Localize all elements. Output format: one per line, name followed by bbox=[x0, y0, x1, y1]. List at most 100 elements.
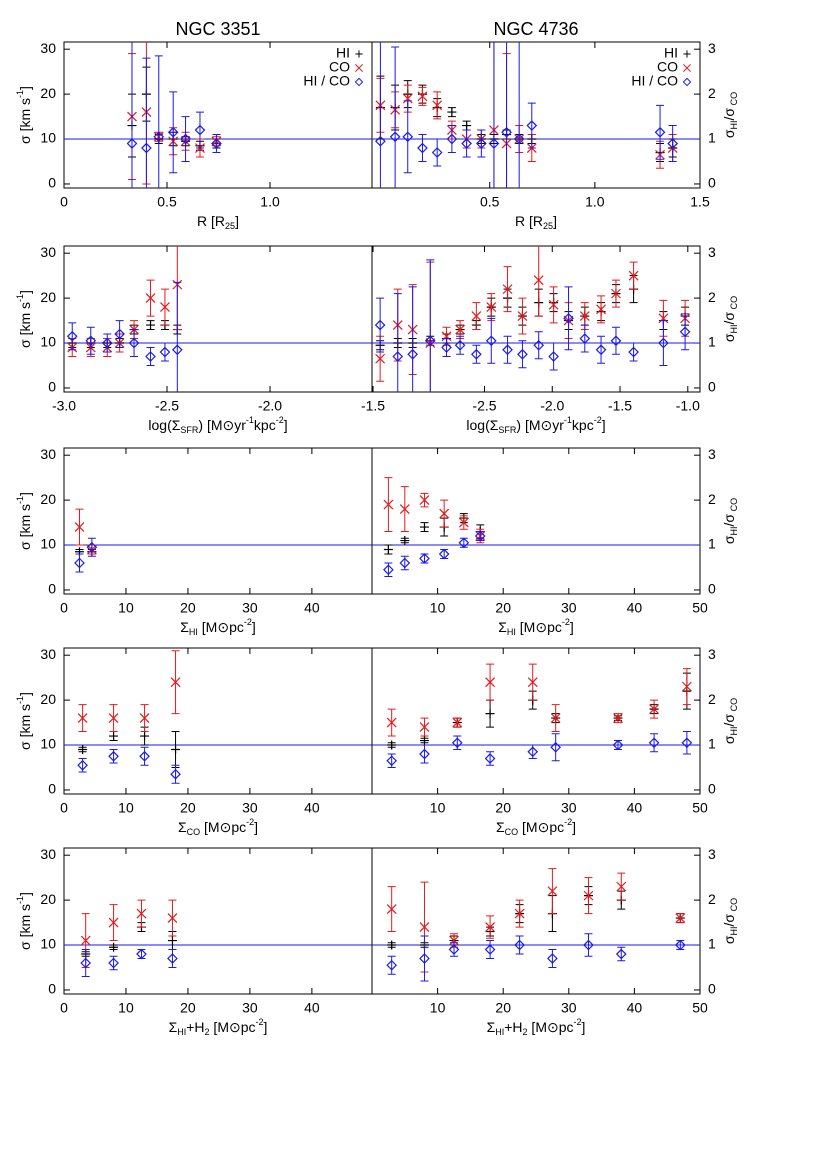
y-tick-label: 30 bbox=[40, 446, 56, 462]
label-part: R [R bbox=[197, 213, 225, 229]
error-bar bbox=[527, 102, 536, 149]
label-part: ) [M⊙yr bbox=[198, 417, 246, 433]
error-bar bbox=[456, 335, 465, 355]
point bbox=[159, 346, 171, 358]
point bbox=[85, 335, 97, 347]
point bbox=[167, 126, 179, 138]
label-part: HI bbox=[189, 627, 198, 637]
x-tick-label: -2.5 bbox=[472, 398, 496, 414]
error-bar bbox=[195, 111, 204, 149]
x-tick-label: 50 bbox=[692, 800, 708, 816]
label-part: /σ bbox=[721, 312, 737, 325]
point bbox=[419, 553, 430, 564]
data-points bbox=[77, 650, 181, 784]
x-axis-label: log(ΣSFR) [M⊙yr-1kpc-2] bbox=[466, 415, 605, 435]
x-tick-label: 10 bbox=[430, 600, 446, 616]
error-bar bbox=[403, 100, 412, 174]
point bbox=[387, 940, 397, 950]
point bbox=[171, 745, 181, 755]
error-bar bbox=[515, 935, 524, 955]
error-bar bbox=[393, 293, 402, 392]
y-axis-label: σ [km s-1] bbox=[15, 892, 32, 950]
point bbox=[386, 959, 398, 971]
point bbox=[474, 530, 486, 542]
point bbox=[386, 755, 398, 767]
point bbox=[109, 731, 119, 741]
point bbox=[612, 739, 624, 751]
label-part: -2 bbox=[594, 415, 602, 425]
error-bar bbox=[493, 42, 495, 188]
error-bar bbox=[212, 134, 221, 154]
error-bar bbox=[137, 949, 146, 960]
error-bar bbox=[75, 553, 84, 573]
x-tick-label: -2.0 bbox=[540, 398, 564, 414]
label-part: -2 bbox=[244, 617, 252, 627]
label-part: CO bbox=[187, 827, 201, 837]
x-tick-label: 0 bbox=[60, 600, 68, 616]
y-tick-label: 10 bbox=[40, 334, 56, 350]
label-part: -1 bbox=[564, 415, 572, 425]
label-part: /σ bbox=[721, 108, 737, 121]
plot-frame bbox=[371, 647, 701, 795]
x-tick-label: 30 bbox=[242, 1000, 258, 1016]
error-bar bbox=[440, 549, 449, 560]
label-part: σ bbox=[721, 535, 737, 544]
point bbox=[392, 351, 404, 362]
point bbox=[74, 557, 85, 569]
error-bar bbox=[391, 46, 400, 188]
point bbox=[475, 138, 487, 149]
error-bar bbox=[503, 335, 512, 364]
point bbox=[407, 348, 419, 360]
legend-label: HI bbox=[336, 45, 350, 61]
x-tick-label: 20 bbox=[495, 800, 511, 816]
point bbox=[108, 917, 119, 928]
point bbox=[424, 335, 436, 347]
label-part: CO bbox=[505, 827, 519, 837]
y2-tick-label: 3 bbox=[708, 446, 716, 462]
error-bar bbox=[551, 733, 560, 762]
error-bar bbox=[160, 342, 169, 362]
legend-label: CO bbox=[657, 59, 678, 75]
x-axis-label: ΣHI+H2 [M⊙pc-2] bbox=[169, 1017, 268, 1037]
y2-tick-label: 2 bbox=[708, 691, 716, 707]
x-tick-label: 40 bbox=[304, 1000, 320, 1016]
error-bar bbox=[420, 553, 429, 564]
point bbox=[527, 677, 538, 688]
error-bar bbox=[564, 286, 573, 351]
point bbox=[447, 107, 457, 117]
y2-tick-label: 2 bbox=[708, 891, 716, 907]
x-tick-label: 1.0 bbox=[260, 194, 280, 210]
x-axis-label: ΣHI+H2 [M⊙pc-2] bbox=[487, 1017, 586, 1037]
error-bar bbox=[462, 129, 471, 158]
error-bar bbox=[81, 949, 90, 977]
point bbox=[383, 499, 394, 510]
data-points bbox=[74, 508, 98, 573]
label-part: HI bbox=[507, 627, 516, 637]
y-tick-label: 10 bbox=[40, 936, 56, 952]
point bbox=[153, 131, 165, 143]
point bbox=[146, 320, 156, 330]
label-part: σ [km s bbox=[17, 98, 33, 144]
point bbox=[471, 348, 482, 360]
label-part: log(Σ bbox=[466, 417, 498, 433]
point bbox=[462, 121, 472, 131]
point bbox=[374, 319, 386, 331]
error-bar bbox=[387, 955, 396, 975]
error-bar bbox=[659, 320, 668, 366]
point bbox=[419, 922, 430, 932]
x-tick-label: 1.5 bbox=[690, 194, 710, 210]
point bbox=[548, 299, 559, 310]
y-tick-label: 10 bbox=[40, 536, 56, 552]
label-part: kpc bbox=[572, 417, 594, 433]
legend-marker bbox=[354, 77, 364, 87]
label-part: ] bbox=[235, 213, 239, 229]
x-tick-label: 1.0 bbox=[585, 194, 605, 210]
x-tick-label: 40 bbox=[627, 800, 643, 816]
point bbox=[548, 351, 559, 362]
x-tick-label: 0 bbox=[60, 194, 68, 210]
error-bar bbox=[140, 746, 149, 766]
